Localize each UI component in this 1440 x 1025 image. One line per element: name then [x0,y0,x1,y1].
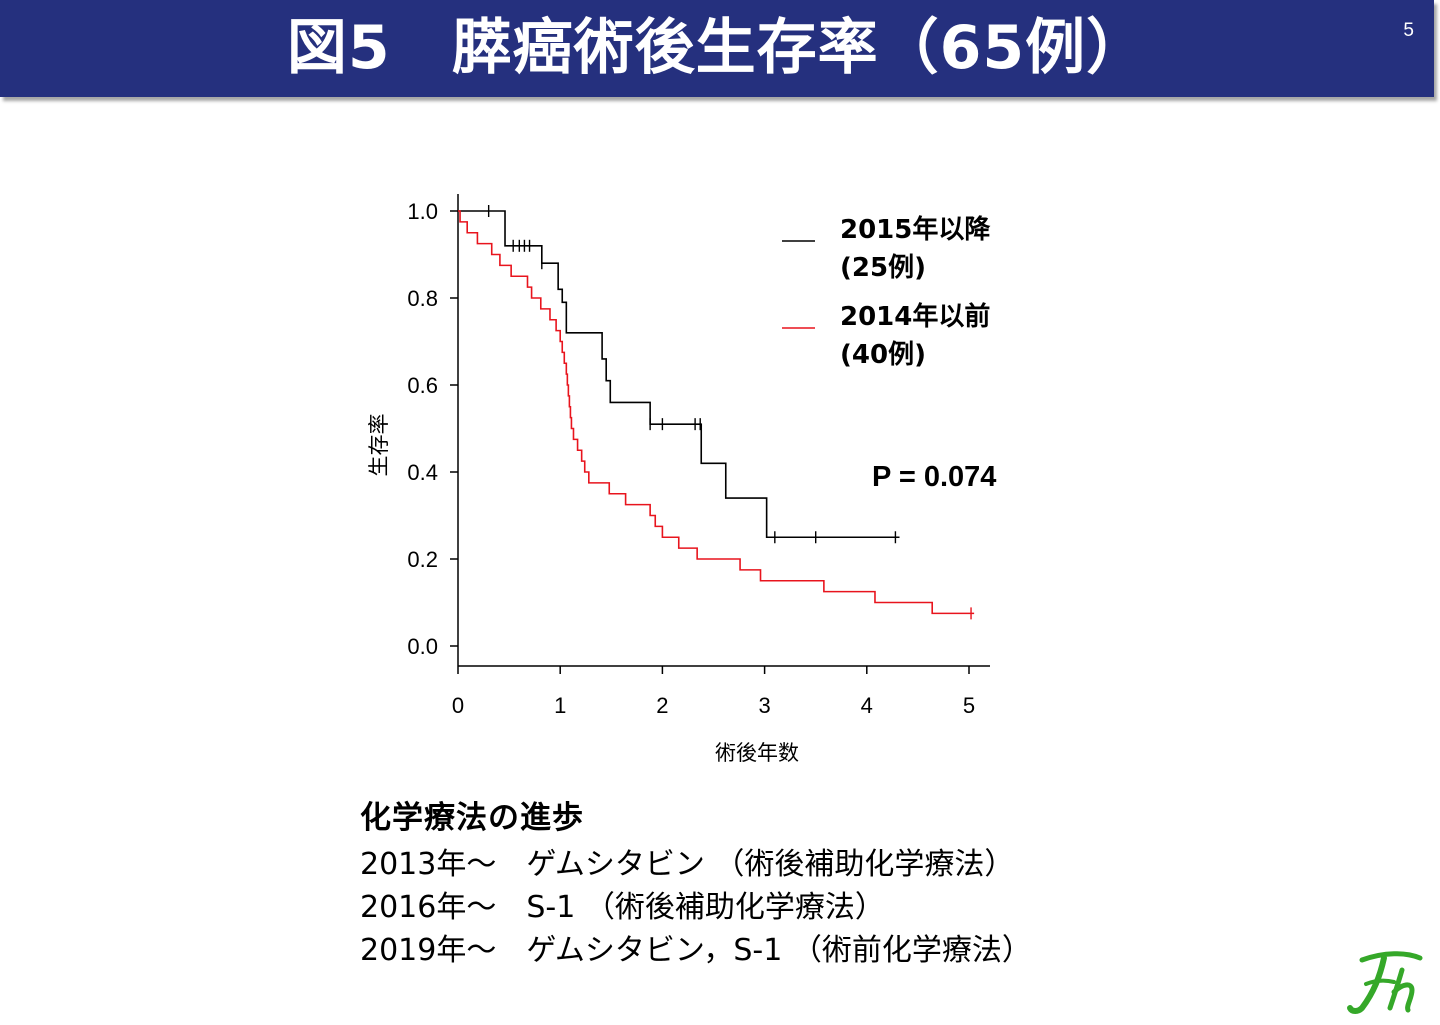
fh-logo-icon [1347,951,1423,1014]
y-tick-label: 0.8 [407,286,438,311]
y-tick-label: 1.0 [407,199,438,224]
page-number: 5 [1403,20,1414,41]
legend-label: (25例) [840,253,926,283]
y-tick-label: 0.4 [407,460,438,485]
notes-line: 2013年～ ゲムシタビン （術後補助化学療法） [360,847,1015,882]
chemotherapy-notes: 化学療法の進歩 2013年～ ゲムシタビン （術後補助化学療法） 2016年～ … [360,792,1032,972]
notes-heading: 化学療法の進歩 [360,800,584,836]
p-value-annotation: P = 0.074 [872,461,996,493]
page-title: 図5 膵癌術後生存率（65例） [286,13,1148,83]
x-tick-label: 3 [758,693,770,718]
notes-line: 2016年～ S-1 （術後補助化学療法） [360,890,885,925]
x-tick-label: 0 [452,693,464,718]
y-tick-label: 0.2 [407,547,438,572]
y-tick-label: 0.0 [407,634,438,659]
notes-line: 2019年～ ゲムシタビン，S-1 （術前化学療法） [360,933,1032,968]
legend-label: (40例) [840,340,926,370]
y-tick-label: 0.6 [407,373,438,398]
series-line [458,210,975,615]
x-tick-label: 4 [861,693,873,718]
series-line [458,210,900,539]
legend-label: 2014年以前 [840,301,990,332]
x-tick-label: 1 [554,693,566,718]
x-tick-label: 2 [656,693,668,718]
legend-label: 2015年以降 [840,214,991,245]
title-bar [0,0,1434,97]
x-tick-label: 5 [963,693,975,718]
y-axis-label: 生存率 [367,414,391,477]
x-axis-label: 術後年数 [715,741,799,765]
